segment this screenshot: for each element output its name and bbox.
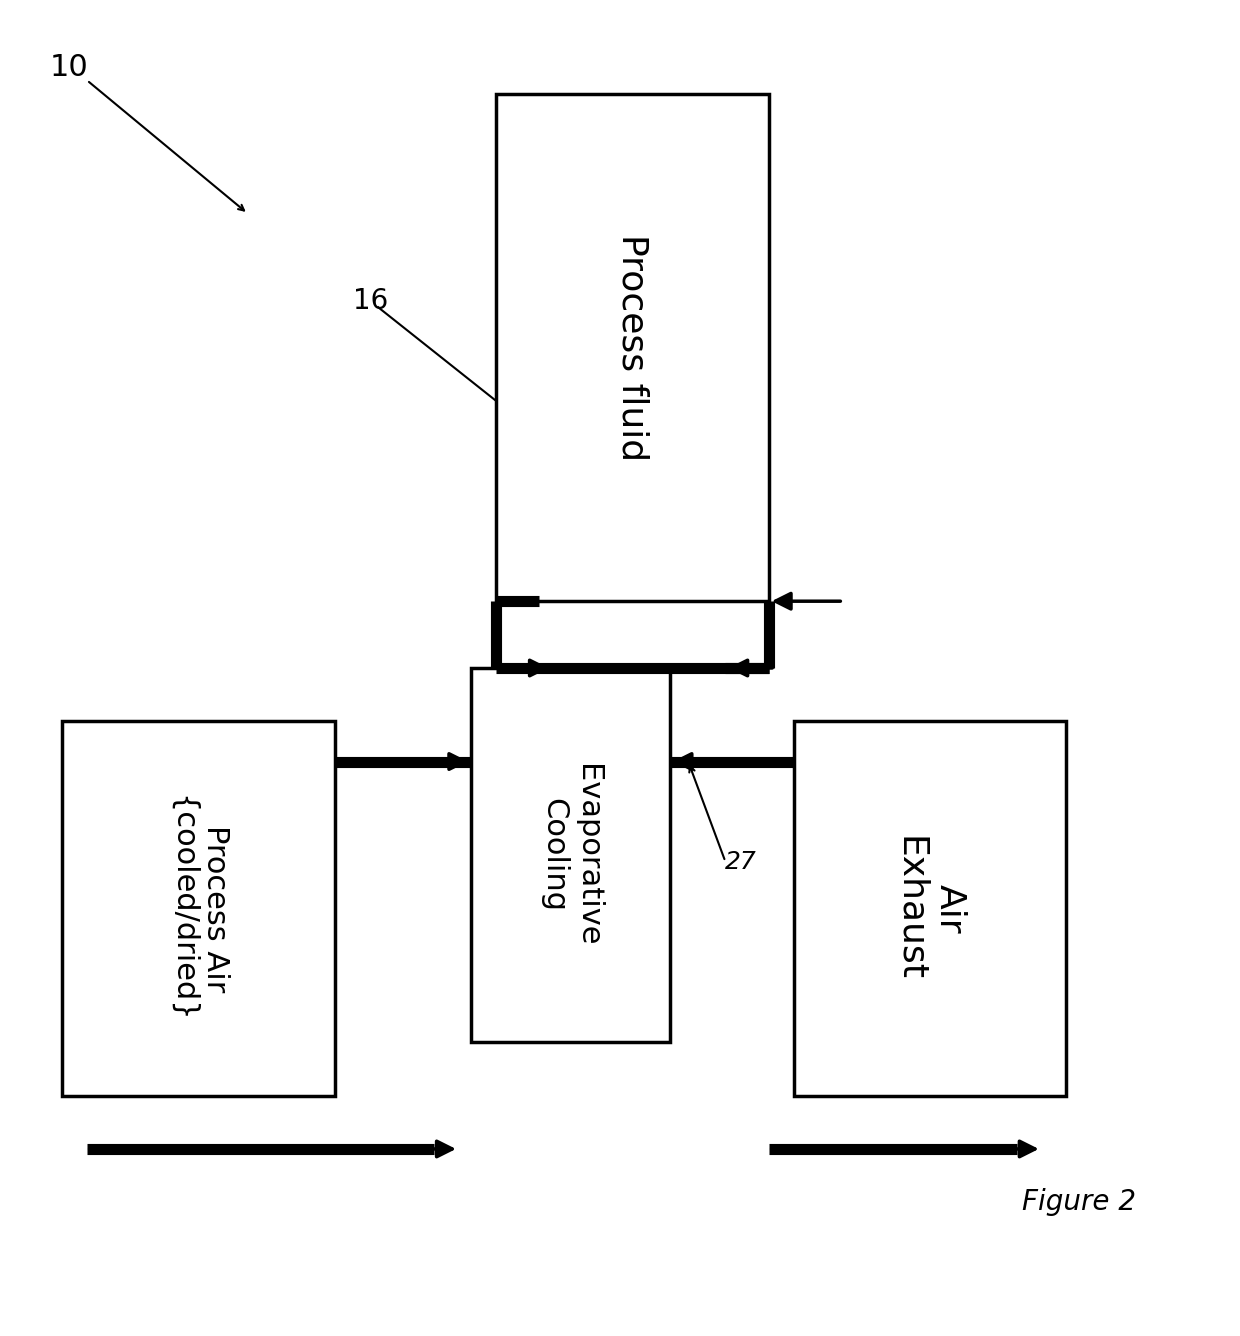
Bar <box>496 94 769 601</box>
Text: Evaporative
Cooling: Evaporative Cooling <box>539 764 601 946</box>
Text: Process Air
{cooled/dried}: Process Air {cooled/dried} <box>167 795 229 1022</box>
Text: Figure 2: Figure 2 <box>1022 1189 1136 1216</box>
Bar <box>794 721 1066 1096</box>
Text: 10: 10 <box>50 53 88 83</box>
Text: 27: 27 <box>725 850 758 874</box>
Text: 16: 16 <box>353 287 388 314</box>
Bar <box>62 721 335 1096</box>
Bar <box>471 668 670 1042</box>
Text: Process fluid: Process fluid <box>615 234 650 461</box>
Text: Air
Exhaust: Air Exhaust <box>893 836 967 981</box>
